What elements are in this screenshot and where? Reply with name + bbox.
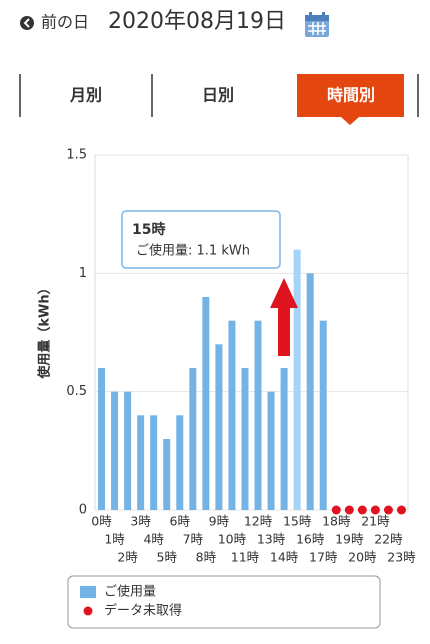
x-tick-label: 2時 bbox=[117, 550, 138, 565]
tab-bar: 月別 日別 時間別 bbox=[19, 74, 419, 125]
x-tick-label: 5時 bbox=[157, 550, 178, 565]
missing-marker bbox=[396, 505, 406, 515]
tooltip-title: 15時 bbox=[132, 221, 165, 238]
arrow-head bbox=[270, 278, 298, 308]
bar bbox=[254, 320, 262, 510]
missing-marker bbox=[331, 505, 341, 515]
x-tick-label: 8時 bbox=[196, 550, 217, 565]
x-tick-label: 13時 bbox=[257, 532, 286, 547]
tab-label[interactable]: 時間別 bbox=[327, 86, 375, 105]
x-tick-label: 15時 bbox=[283, 514, 312, 529]
x-tick-label: 11時 bbox=[231, 550, 260, 565]
legend-marker bbox=[80, 586, 96, 598]
missing-marker bbox=[383, 505, 393, 515]
bar bbox=[280, 368, 288, 510]
bar bbox=[293, 249, 301, 510]
bar bbox=[150, 415, 158, 510]
x-tick-label: 22時 bbox=[374, 532, 403, 547]
tab-active-bg bbox=[297, 74, 404, 117]
calendar-ring bbox=[322, 12, 325, 18]
x-tick-label: 6時 bbox=[170, 514, 191, 529]
annotation-arrow bbox=[270, 278, 298, 356]
bar bbox=[189, 368, 197, 510]
bar bbox=[137, 415, 145, 510]
calendar-ring bbox=[309, 12, 312, 18]
x-tick-label: 4時 bbox=[143, 532, 164, 547]
tooltip: 15時 ご使用量: 1.1 kWh bbox=[121, 210, 281, 269]
legend-box bbox=[67, 575, 381, 629]
back-button[interactable]: 前の日 bbox=[20, 13, 89, 32]
calendar-top bbox=[305, 15, 329, 21]
bar bbox=[163, 439, 171, 510]
calendar-icon[interactable] bbox=[305, 12, 329, 37]
bar bbox=[124, 391, 132, 510]
y-tick-label: 0.5 bbox=[66, 384, 87, 399]
bar bbox=[215, 344, 223, 510]
bar bbox=[111, 391, 119, 510]
bar bbox=[202, 297, 210, 510]
calendar-grid bbox=[308, 22, 326, 35]
back-chevron bbox=[23, 18, 30, 28]
x-tick-label: 23時 bbox=[387, 550, 416, 565]
bar bbox=[98, 368, 106, 510]
y-tick-label: 1 bbox=[79, 266, 87, 281]
x-tick-label: 17時 bbox=[309, 550, 338, 565]
back-icon bbox=[20, 16, 34, 30]
legend-label: ご使用量 bbox=[104, 584, 156, 600]
x-tick-label: 20時 bbox=[348, 550, 377, 565]
bar bbox=[306, 273, 314, 510]
bar bbox=[228, 320, 236, 510]
x-tick-label: 19時 bbox=[335, 532, 364, 547]
arrow-shaft bbox=[278, 306, 290, 356]
x-tick-label: 21時 bbox=[361, 514, 390, 529]
missing-marker bbox=[370, 505, 380, 515]
x-tick-label: 3時 bbox=[130, 514, 151, 529]
missing-marker bbox=[344, 505, 354, 515]
bar bbox=[176, 415, 184, 510]
x-tick-label: 12時 bbox=[244, 514, 273, 529]
x-tick-label: 10時 bbox=[218, 532, 247, 547]
x-tick-label: 1時 bbox=[104, 532, 125, 547]
x-tick-label: 18時 bbox=[322, 514, 351, 529]
x-tick-label: 7時 bbox=[183, 532, 204, 547]
y-tick-label: 1.5 bbox=[66, 148, 87, 163]
tooltip-box bbox=[121, 210, 281, 269]
bar bbox=[319, 320, 327, 510]
back-label: 前の日 bbox=[41, 13, 89, 32]
missing-marker bbox=[357, 505, 367, 515]
x-tick-label: 16時 bbox=[296, 532, 325, 547]
x-tick-label: 14時 bbox=[270, 550, 299, 565]
tooltip-text: ご使用量: 1.1 kWh bbox=[136, 243, 250, 259]
tab-label[interactable]: 月別 bbox=[69, 86, 102, 105]
bar bbox=[241, 368, 249, 510]
legend-marker bbox=[83, 606, 93, 616]
x-tick-label: 9時 bbox=[209, 514, 230, 529]
y-tick-label: 0 bbox=[79, 503, 87, 518]
x-tick-label: 0時 bbox=[91, 514, 112, 529]
y-axis-label: 使用量（kWh） bbox=[37, 281, 53, 379]
bar bbox=[267, 391, 275, 510]
tab-pointer bbox=[341, 117, 359, 125]
chart: 0 0.5 1 1.5 0時 1時 2時 3時 4時 5時 6時 7時 8時 9時 10時 11時 12時 13時… bbox=[66, 148, 416, 565]
tab-label[interactable]: 日別 bbox=[202, 86, 234, 105]
date-label: 2020年08月19日 bbox=[108, 9, 286, 34]
legend-label: データ未取得 bbox=[104, 603, 182, 619]
